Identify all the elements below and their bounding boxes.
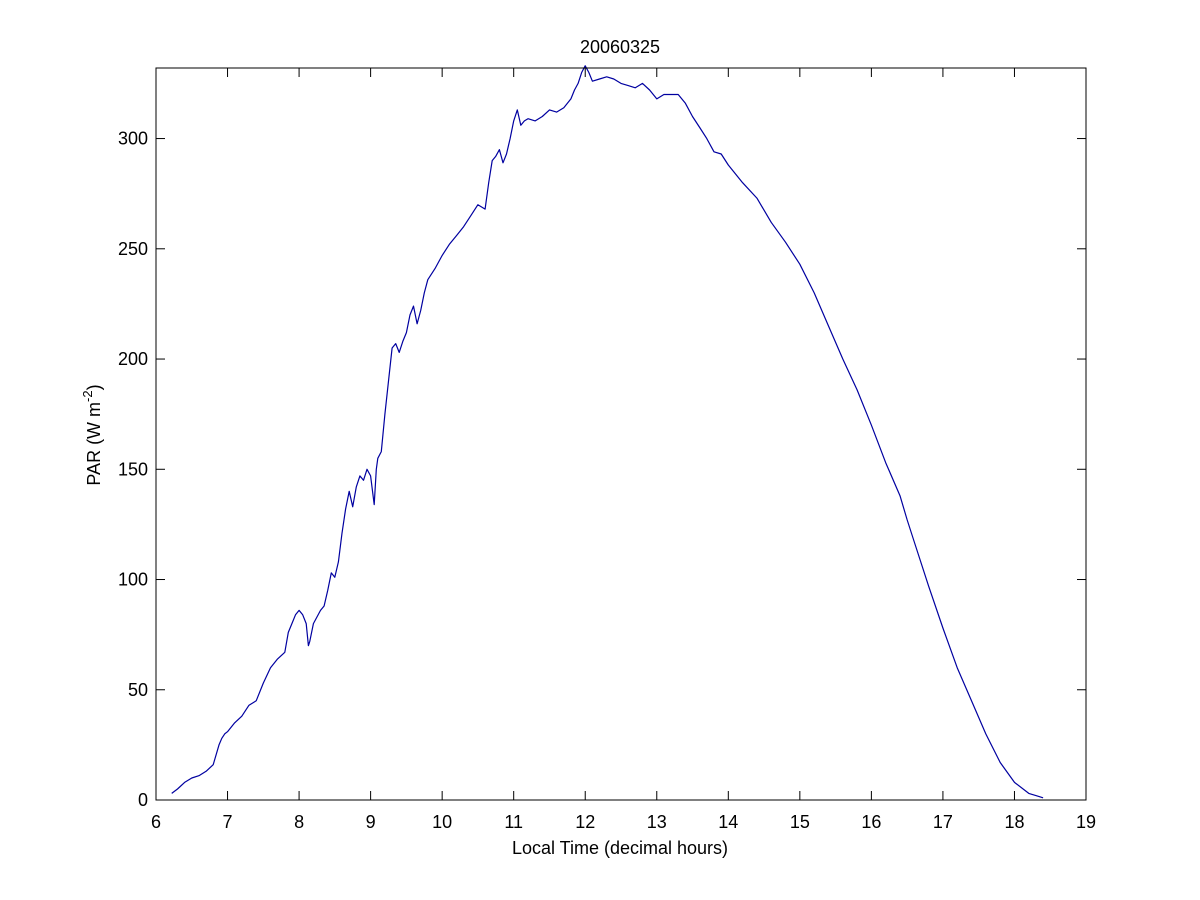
x-tick-label: 16 bbox=[861, 812, 881, 832]
y-axis-label-superscript: -2 bbox=[80, 390, 95, 402]
x-tick-label: 7 bbox=[223, 812, 233, 832]
x-tick-label: 6 bbox=[151, 812, 161, 832]
y-tick-label: 150 bbox=[118, 459, 148, 479]
y-tick-label: 250 bbox=[118, 239, 148, 259]
y-tick-label: 0 bbox=[138, 790, 148, 810]
chart-title: 20060325 bbox=[580, 37, 660, 57]
x-tick-label: 19 bbox=[1076, 812, 1096, 832]
x-tick-label: 13 bbox=[647, 812, 667, 832]
x-axis-label: Local Time (decimal hours) bbox=[512, 838, 728, 858]
x-tick-label: 18 bbox=[1004, 812, 1024, 832]
x-tick-label: 14 bbox=[718, 812, 738, 832]
axes-frame bbox=[155, 67, 1087, 801]
x-tick-label: 10 bbox=[432, 812, 452, 832]
y-axis-label-tail: ) bbox=[84, 384, 104, 390]
y-tick-label: 100 bbox=[118, 570, 148, 590]
y-axis-label-main: PAR (W m bbox=[84, 402, 104, 486]
x-tick-label: 15 bbox=[790, 812, 810, 832]
par-series-line bbox=[171, 65, 1044, 799]
x-tick-label: 12 bbox=[575, 812, 595, 832]
y-tick-label: 200 bbox=[118, 349, 148, 369]
y-axis-label: PAR (W m-2) bbox=[80, 384, 104, 485]
plot-area: 6 7 8 9 10 11 12 13 14 15 16 17 18 19 0 50 100 150 200 250 3… bbox=[118, 65, 1096, 832]
x-tick-label: 17 bbox=[933, 812, 953, 832]
y-tick-label: 50 bbox=[128, 680, 148, 700]
y-tick-label: 300 bbox=[118, 129, 148, 149]
x-tick-label: 8 bbox=[294, 812, 304, 832]
x-tick-label: 11 bbox=[504, 812, 523, 832]
x-tick-label: 9 bbox=[366, 812, 376, 832]
